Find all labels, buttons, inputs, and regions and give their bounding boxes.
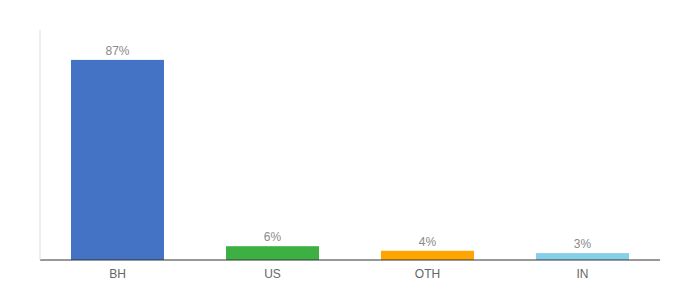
chart: 87% 6% 4% 3% BH US OTH IN [0, 0, 680, 300]
x-tick-label: US [264, 267, 281, 281]
bar [381, 251, 474, 260]
data-label: 6% [264, 230, 282, 244]
chart-container: 87% 6% 4% 3% BH US OTH IN [0, 0, 680, 300]
x-tick-label: BH [109, 267, 126, 281]
bar [226, 246, 319, 260]
x-axis-line [40, 260, 660, 261]
data-label: 4% [419, 235, 437, 249]
data-label: 87% [105, 44, 129, 58]
x-tick-label: OTH [415, 267, 440, 281]
y-axis-line [40, 30, 41, 260]
bar [536, 253, 629, 260]
x-tick-label: IN [577, 267, 589, 281]
data-label: 3% [574, 237, 592, 251]
labels: 87% 6% 4% 3% BH US OTH IN [105, 44, 591, 281]
bars [71, 60, 629, 260]
bar [71, 60, 164, 260]
